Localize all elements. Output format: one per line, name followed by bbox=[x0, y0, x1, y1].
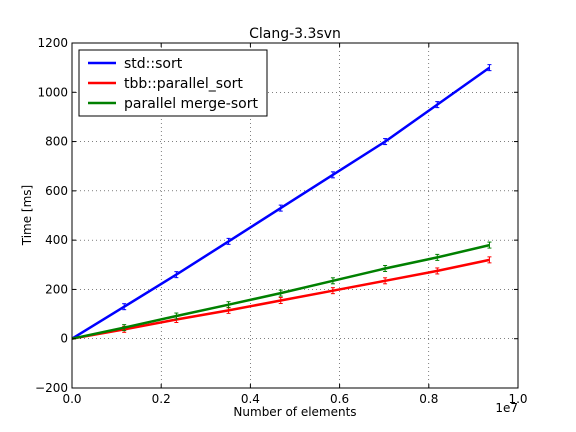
y-axis-label: Time [ms] bbox=[20, 185, 34, 247]
legend-label-parallel-merge-sort: parallel merge-sort bbox=[124, 96, 258, 112]
x-tick-label: 0.4 bbox=[241, 392, 260, 406]
x-tick-label: 0.0 bbox=[62, 392, 81, 406]
x-axis-label: Number of elements bbox=[233, 405, 356, 419]
x-tick-label: 0.6 bbox=[330, 392, 349, 406]
y-tick-label: 0 bbox=[60, 332, 68, 346]
grid bbox=[72, 43, 518, 388]
axis-ticks: 0.0 0.2 0.4 0.6 0.8 1.0 −200 0 200 400 600 800 1000 1… bbox=[35, 36, 528, 406]
series-lines bbox=[71, 64, 492, 340]
legend: std::sort tbb::parallel_sort parallel me… bbox=[78, 49, 268, 117]
plot-frame bbox=[71, 42, 519, 389]
chart-title: Clang-3.3svn bbox=[249, 26, 341, 42]
y-tick-label: 1000 bbox=[37, 85, 68, 99]
legend-label-std-sort: std::sort bbox=[124, 56, 183, 72]
y-tick-label: 400 bbox=[45, 233, 68, 247]
x-axis-offset-label: 1e7 bbox=[495, 401, 518, 415]
y-tick-label: −200 bbox=[35, 381, 68, 395]
y-tick-label: 200 bbox=[45, 282, 68, 296]
y-tick-label: 600 bbox=[45, 184, 68, 198]
y-tick-label: 800 bbox=[45, 135, 68, 149]
y-tick-label: 1200 bbox=[37, 36, 68, 50]
legend-label-tbb-parallel-sort: tbb::parallel_sort bbox=[124, 76, 243, 92]
x-tick-label: 0.2 bbox=[152, 392, 171, 406]
x-tick-label: 1.0 bbox=[508, 392, 527, 406]
x-tick-label: 0.8 bbox=[419, 392, 438, 406]
